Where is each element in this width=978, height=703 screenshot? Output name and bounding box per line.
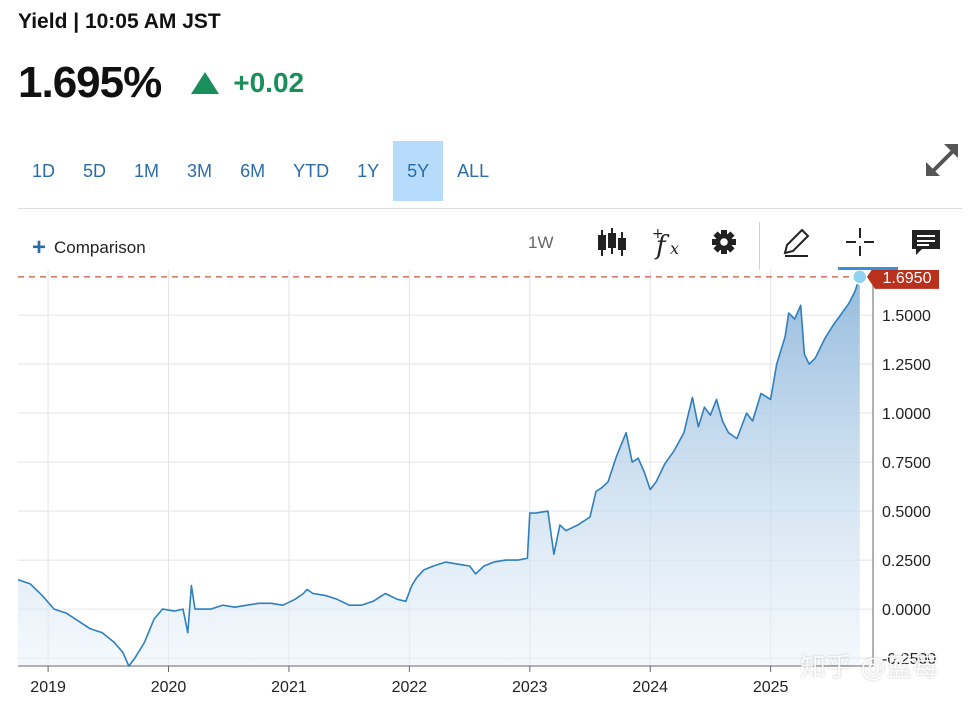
- candlestick-icon[interactable]: [594, 224, 630, 260]
- plus-icon: +: [32, 234, 47, 261]
- y-tick-label: -0.2500: [882, 651, 936, 668]
- x-tick-label: 2024: [632, 679, 668, 696]
- range-5y[interactable]: 5Y: [393, 141, 444, 201]
- x-tick-label: 2022: [392, 679, 428, 696]
- y-tick-label: 1.2500: [882, 357, 931, 374]
- range-1d[interactable]: 1D: [32, 160, 56, 181]
- series-area: [18, 276, 860, 666]
- series-line: [17, 276, 861, 667]
- svg-text:+: +: [652, 226, 664, 242]
- x-tick-label: 2023: [512, 679, 548, 696]
- yield-change: +0.02: [233, 67, 305, 98]
- x-tick-label: 2020: [151, 679, 187, 696]
- y-tick-label: 0.5000: [882, 504, 931, 521]
- last-price-tag: [867, 270, 939, 289]
- range-ytd[interactable]: YTD: [293, 160, 330, 181]
- active-tool-indicator: [838, 267, 898, 270]
- y-tick-label: 0.0000: [882, 602, 931, 619]
- y-tick-label: 1.5000: [882, 308, 931, 325]
- time-range-selector: 1D 5D 1M 3M 6M YTD 1Y 5Y ALL: [18, 141, 503, 201]
- price-row: 1.695% +0.02: [18, 58, 304, 108]
- function-icon[interactable]: + f x: [650, 224, 686, 260]
- y-tick-label: 0.2500: [882, 553, 931, 570]
- divider: [18, 208, 962, 209]
- current-yield: 1.695%: [18, 58, 162, 107]
- x-tick-label: 2025: [753, 679, 789, 696]
- interval-selector[interactable]: 1W: [528, 233, 554, 252]
- last-point-marker: [852, 270, 868, 285]
- range-1y[interactable]: 1Y: [357, 160, 380, 181]
- svg-text:x: x: [670, 239, 679, 258]
- range-all[interactable]: ALL: [457, 160, 490, 181]
- chart-title: Yield | 10:05 AM JST: [18, 10, 221, 33]
- comment-icon[interactable]: [908, 224, 944, 260]
- pencil-icon[interactable]: [778, 224, 814, 260]
- comparison-label: Comparison: [54, 238, 146, 257]
- yield-chart: 1.5000 1.2500 1.0000 0.7500 0.5000 0.2500 0.00…: [17, 270, 939, 696]
- range-1m[interactable]: 1M: [134, 160, 160, 181]
- svg-text:f: f: [654, 231, 670, 260]
- comparison-button[interactable]: + Comparison: [32, 236, 146, 260]
- watermark: 知乎 @蓝莓: [800, 653, 939, 683]
- last-price-label: 1.6950: [883, 270, 932, 287]
- x-tick-label: 2019: [30, 679, 66, 696]
- crosshair-icon[interactable]: [842, 224, 878, 260]
- range-5d[interactable]: 5D: [83, 160, 107, 181]
- gear-icon[interactable]: [706, 224, 742, 260]
- expand-icon[interactable]: [922, 140, 964, 182]
- y-tick-label: 0.7500: [882, 455, 931, 472]
- y-tick-label: 1.0000: [882, 406, 931, 423]
- toolbar-separator: [759, 222, 760, 270]
- range-3m[interactable]: 3M: [187, 160, 213, 181]
- triangle-up-icon: [191, 72, 220, 94]
- range-6m[interactable]: 6M: [240, 160, 266, 181]
- x-tick-label: 2021: [271, 679, 307, 696]
